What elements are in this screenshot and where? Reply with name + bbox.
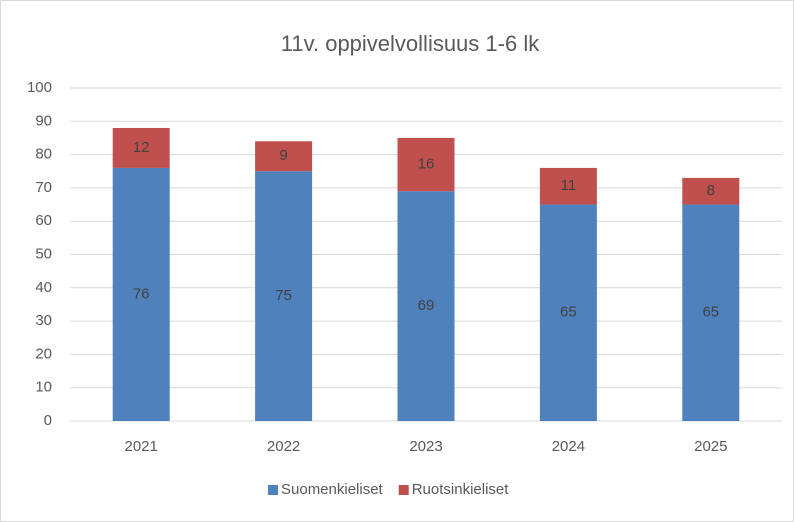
x-tick-label: 2024 (552, 438, 585, 455)
chart-title: 11v. oppivelvollisuus 1-6 lk (281, 31, 540, 56)
y-tick-label: 100 (27, 79, 52, 96)
x-tick-label: 2021 (125, 438, 158, 455)
legend-label: Suomenkieliset (281, 481, 384, 498)
x-tick-label: 2025 (694, 438, 727, 455)
data-label: 8 (707, 182, 715, 199)
y-tick-label: 0 (44, 412, 52, 429)
y-tick-label: 40 (35, 279, 52, 296)
y-tick-label: 90 (35, 112, 52, 129)
data-label: 76 (133, 285, 150, 302)
data-label: 12 (133, 139, 150, 156)
bar (539, 167, 597, 205)
y-tick-label: 50 (35, 245, 52, 262)
y-tick-label: 10 (35, 379, 52, 396)
bar (397, 191, 455, 421)
bar (112, 127, 170, 168)
data-label: 65 (560, 304, 577, 321)
y-tick-label: 70 (35, 179, 52, 196)
x-tick-label: 2022 (267, 438, 300, 455)
y-tick-label: 80 (35, 146, 52, 163)
y-tick-label: 60 (35, 212, 52, 229)
legend-swatch (268, 485, 278, 495)
bar (397, 137, 455, 192)
data-label: 69 (418, 297, 435, 314)
data-label: 65 (702, 304, 719, 321)
bar (682, 204, 740, 421)
data-label: 11 (561, 177, 577, 194)
bar (255, 141, 313, 172)
legend-label: Ruotsinkieliset (412, 481, 510, 498)
bar (112, 167, 170, 421)
data-label: 9 (279, 147, 287, 164)
x-tick-label: 2023 (409, 438, 442, 455)
data-label: 16 (418, 156, 435, 173)
y-tick-label: 30 (35, 312, 52, 329)
bar (255, 171, 313, 421)
bar (539, 204, 597, 421)
data-label: 75 (275, 287, 292, 304)
bar (682, 177, 740, 205)
y-tick-label: 20 (35, 345, 52, 362)
legend-swatch (398, 485, 409, 495)
